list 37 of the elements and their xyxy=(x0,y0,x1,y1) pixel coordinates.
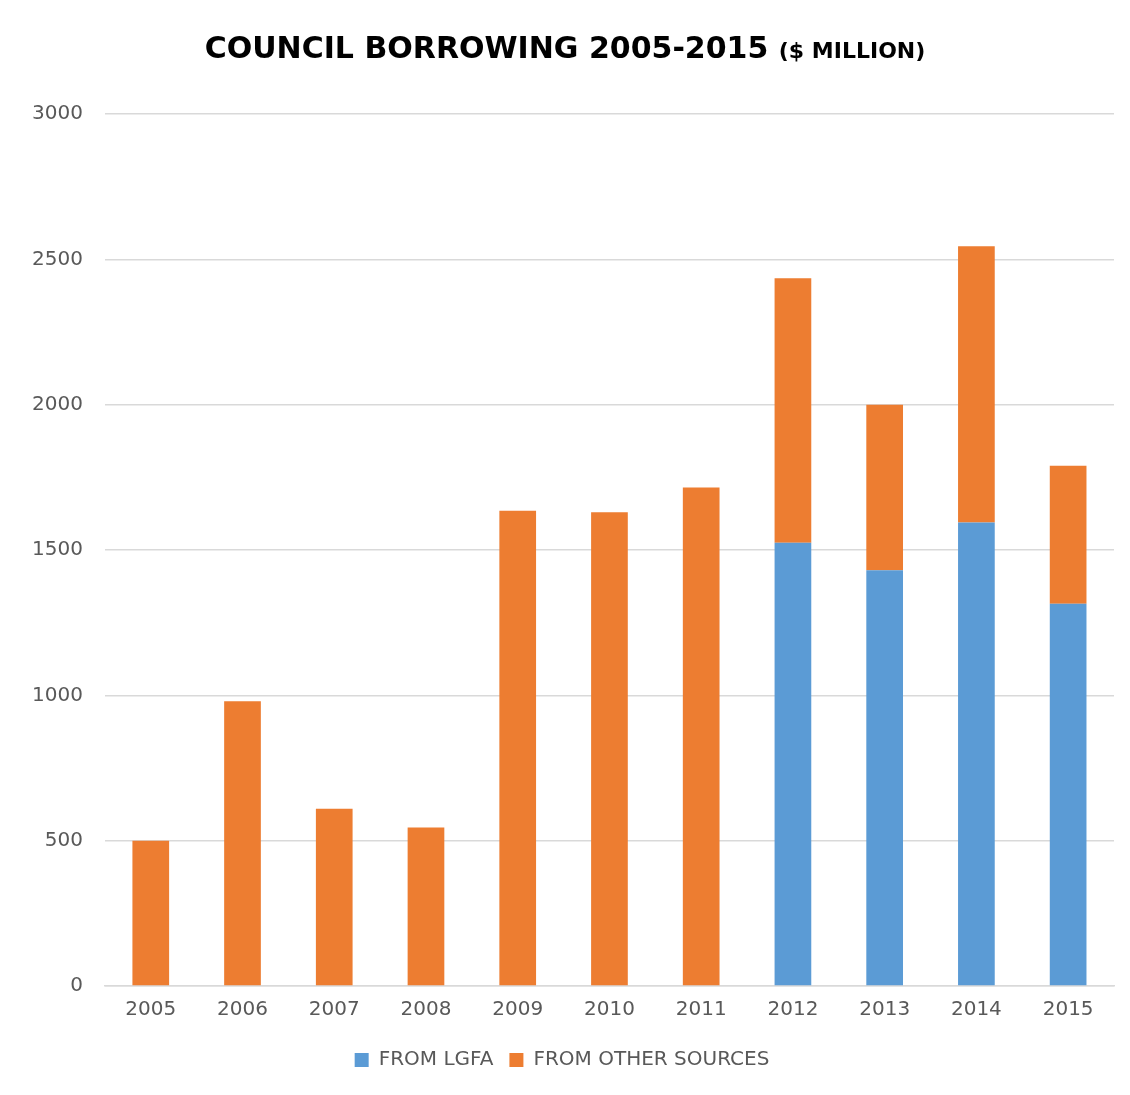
x-tick-label: 2005 xyxy=(125,996,177,1021)
y-tick-label: 1000 xyxy=(31,681,83,706)
bar xyxy=(866,404,904,571)
bar xyxy=(958,522,995,986)
bar xyxy=(591,512,628,986)
bar xyxy=(866,570,904,986)
x-tick-label: 2013 xyxy=(859,996,911,1021)
bar xyxy=(682,487,720,986)
bar xyxy=(774,278,812,543)
bar xyxy=(132,840,170,986)
legend-label: FROM OTHER SOURCES xyxy=(533,1046,770,1071)
bar xyxy=(958,246,995,523)
bar xyxy=(407,827,445,986)
y-tick-label: 3000 xyxy=(31,100,83,125)
bar xyxy=(315,808,353,986)
bar xyxy=(499,510,537,986)
legend-label: FROM LGFA xyxy=(378,1046,494,1071)
x-tick-label: 2014 xyxy=(950,996,1002,1021)
x-tick-label: 2007 xyxy=(308,996,360,1021)
bar xyxy=(1049,603,1087,986)
bar xyxy=(224,701,261,986)
y-tick-label: 1500 xyxy=(31,536,83,561)
y-tick-label: 2000 xyxy=(31,390,83,415)
x-tick-label: 2012 xyxy=(767,996,819,1021)
y-tick-label: 2500 xyxy=(31,245,83,270)
x-tick-label: 2015 xyxy=(1042,996,1094,1021)
bar xyxy=(774,542,812,986)
chart-subtitle: ($ MILLION) xyxy=(778,38,926,63)
x-tick-label: 2011 xyxy=(675,996,727,1021)
bar xyxy=(1049,465,1087,604)
y-tick-label: 0 xyxy=(70,972,83,997)
y-tick-label: 500 xyxy=(44,826,83,851)
x-tick-label: 2006 xyxy=(217,996,268,1021)
chart-title: COUNCIL BORROWING 2005-2015 xyxy=(204,30,769,65)
x-tick-label: 2009 xyxy=(492,996,544,1021)
x-tick-label: 2008 xyxy=(400,996,452,1021)
x-tick-label: 2010 xyxy=(584,996,635,1021)
